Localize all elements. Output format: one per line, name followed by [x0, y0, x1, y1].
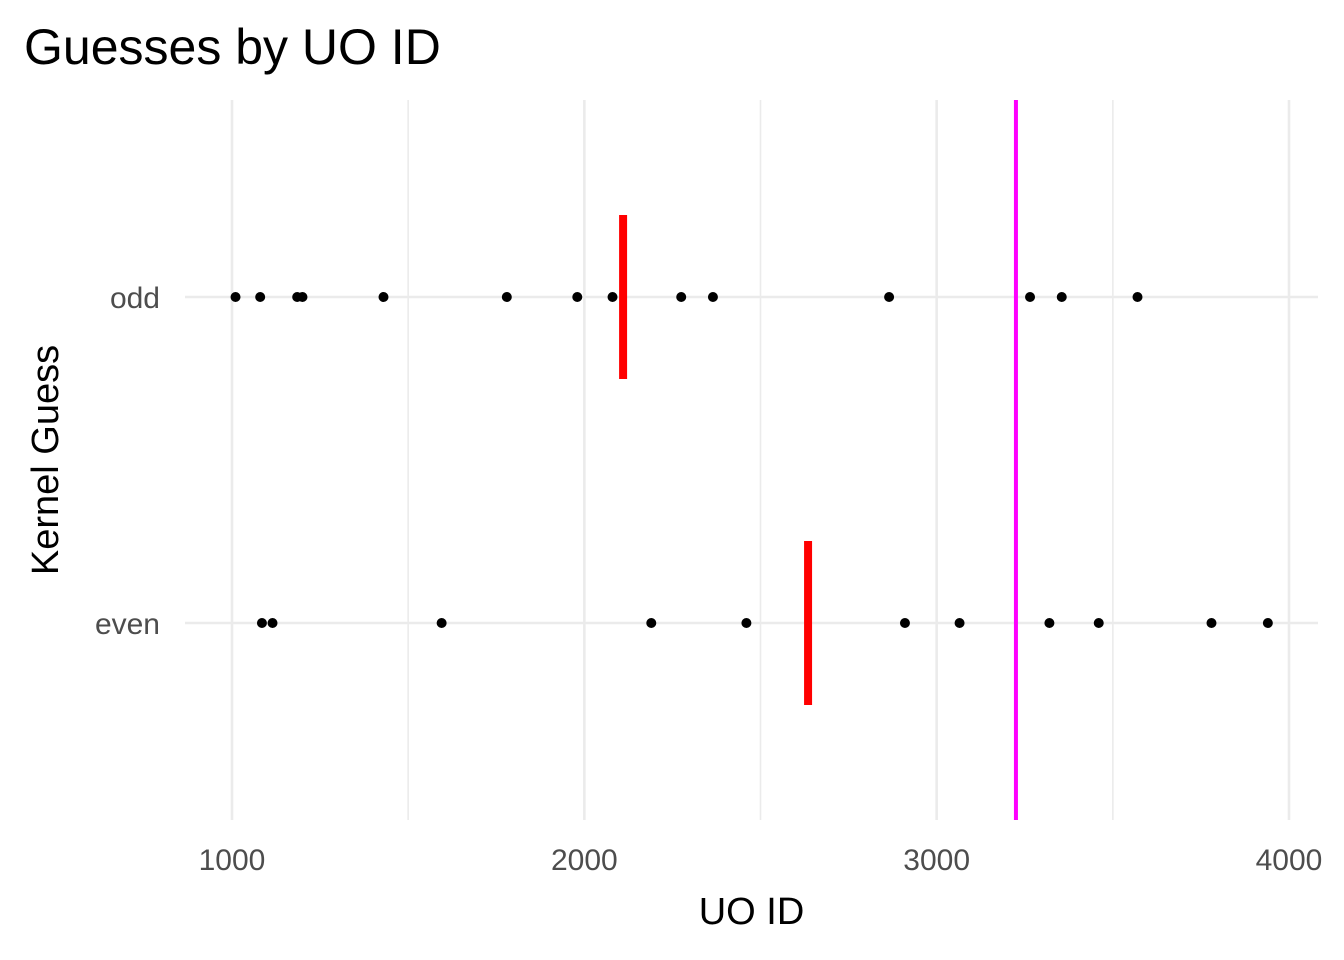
data-point	[607, 292, 618, 302]
data-point	[676, 292, 687, 302]
x-axis-title: UO ID	[699, 891, 805, 933]
data-point	[230, 292, 241, 302]
data-point	[1262, 618, 1273, 628]
data-point	[954, 618, 965, 628]
data-point	[884, 292, 895, 302]
data-marks	[230, 100, 1273, 820]
grid	[185, 100, 1318, 820]
data-point	[1132, 292, 1143, 302]
data-point	[501, 292, 512, 302]
y-tick-label: odd	[110, 282, 160, 315]
data-point	[378, 292, 389, 302]
y-axis-title: Kernel Guess	[25, 345, 67, 575]
x-tick-label: 2000	[551, 844, 618, 877]
x-tick-label: 4000	[1256, 844, 1323, 877]
data-point	[436, 618, 447, 628]
data-point	[646, 618, 657, 628]
data-point	[707, 292, 718, 302]
data-point	[1093, 618, 1104, 628]
x-tick-label: 1000	[199, 844, 266, 877]
data-point	[572, 292, 583, 302]
chart-title: Guesses by UO ID	[24, 19, 441, 75]
data-point	[1056, 292, 1067, 302]
data-point	[255, 292, 266, 302]
data-point	[256, 618, 267, 628]
y-tick-label: even	[95, 608, 160, 641]
x-tick-label: 3000	[903, 844, 970, 877]
data-point	[297, 292, 308, 302]
data-point	[267, 618, 278, 628]
data-point	[1044, 618, 1055, 628]
axes: UO ID Kernel Guess 1000 2000 3000 4000 even o…	[25, 282, 1322, 933]
data-point	[1206, 618, 1217, 628]
data-point	[899, 618, 910, 628]
data-point	[1025, 292, 1036, 302]
data-point	[741, 618, 752, 628]
